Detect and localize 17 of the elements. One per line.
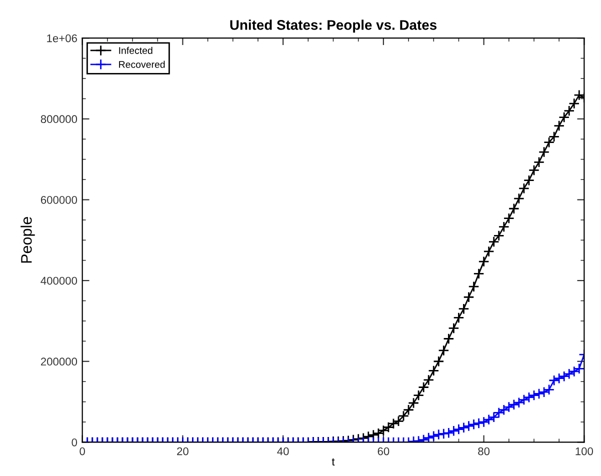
y-tick-label: 600000: [40, 196, 78, 204]
y-tick-label: 800000: [40, 115, 78, 124]
x-tick-label: 40: [277, 447, 289, 456]
x-tick-label: 0: [80, 447, 85, 456]
x-tick-label: 80: [478, 447, 490, 456]
legend-label: Infected: [119, 46, 152, 54]
x-tick-label: 20: [177, 447, 188, 456]
chart-title: United States: People vs. Dates: [230, 20, 437, 33]
x-tick-label: 60: [378, 447, 390, 456]
y-tick-label: 1e+06: [47, 34, 77, 42]
y-axis-title: People: [20, 217, 35, 263]
y-tick-label: 0: [72, 438, 78, 446]
y-tick-label: 400000: [40, 276, 78, 285]
x-tick-label: 100: [576, 447, 594, 456]
x-axis-title: t: [332, 458, 335, 466]
y-tick-label: 200000: [40, 358, 78, 366]
legend-label: Recovered: [119, 60, 165, 68]
